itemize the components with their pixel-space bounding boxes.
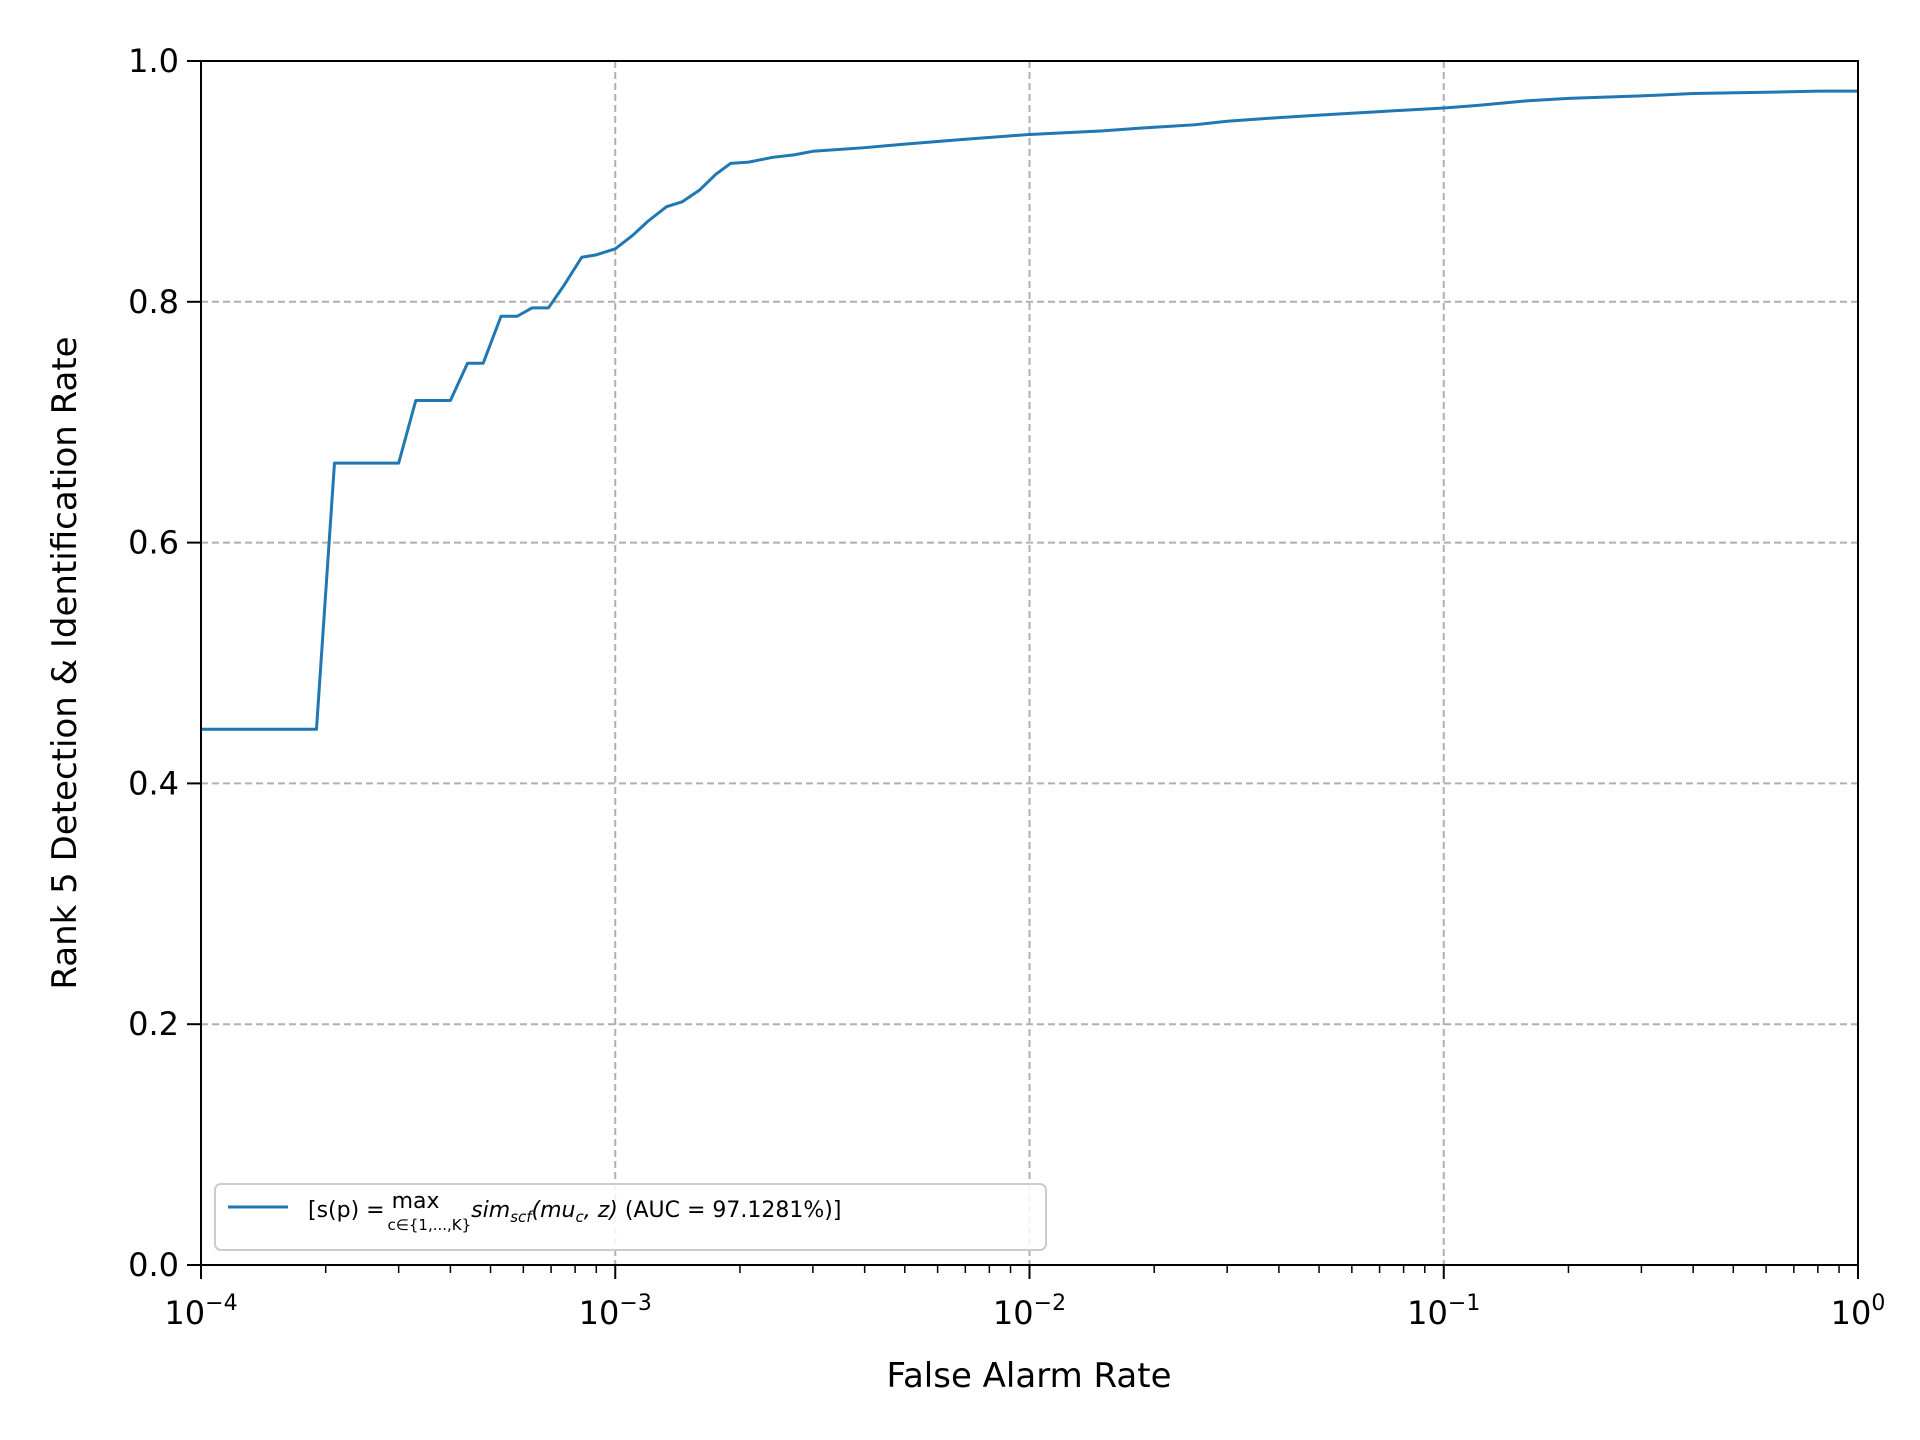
legend-label: [s(p) = max c∈{1,...,K}simscf(muc, z) (AU…	[308, 1189, 841, 1234]
y-tick-label: 0.2	[128, 1005, 179, 1043]
legend: [s(p) = max c∈{1,...,K}simscf(muc, z) (AU…	[214, 1183, 1047, 1251]
legend-args: (mu	[532, 1198, 576, 1223]
legend-sim-sub: scf	[510, 1208, 534, 1226]
plot-frame	[200, 60, 1859, 1266]
x-tick-label: 10−3	[579, 1291, 652, 1332]
legend-prefix: [s(p) =	[308, 1198, 392, 1223]
legend-sim: sim	[471, 1198, 510, 1223]
y-axis-label: Rank 5 Detection & Identification Rate	[45, 336, 85, 989]
x-tick-label: 10−1	[1407, 1291, 1480, 1332]
x-tick-label: 10−4	[164, 1291, 237, 1332]
y-tick-label: 0.0	[128, 1246, 179, 1284]
x-axis-label: False Alarm Rate	[887, 1356, 1172, 1396]
y-tick-label: 0.4	[128, 764, 179, 802]
legend-args-close: , z)	[584, 1198, 618, 1223]
major-ticks	[187, 60, 1859, 1279]
legend-max: max	[392, 1189, 440, 1214]
x-tick-label: 100	[1831, 1291, 1886, 1332]
legend-args-sub: c	[576, 1208, 585, 1226]
series-line	[201, 89, 1858, 731]
tick-labels: 10−4 10−3 10−2 10−1 100 0.0 0.2 0.4 0.6 0.8 1.0	[128, 42, 1885, 1332]
legend-max-sub: c∈{1,...,K}	[388, 1216, 472, 1234]
y-tick-label: 1.0	[128, 42, 179, 80]
legend-box	[214, 1183, 1047, 1251]
grid-lines	[201, 61, 1858, 1265]
series-lines	[201, 89, 1858, 731]
y-tick-label: 0.8	[128, 283, 179, 321]
x-tick-label: 10−2	[993, 1291, 1066, 1332]
minor-ticks	[324, 1265, 1840, 1273]
y-tick-label: 0.6	[128, 524, 179, 562]
legend-auc: (AUC = 97.1281%)]	[618, 1198, 842, 1223]
